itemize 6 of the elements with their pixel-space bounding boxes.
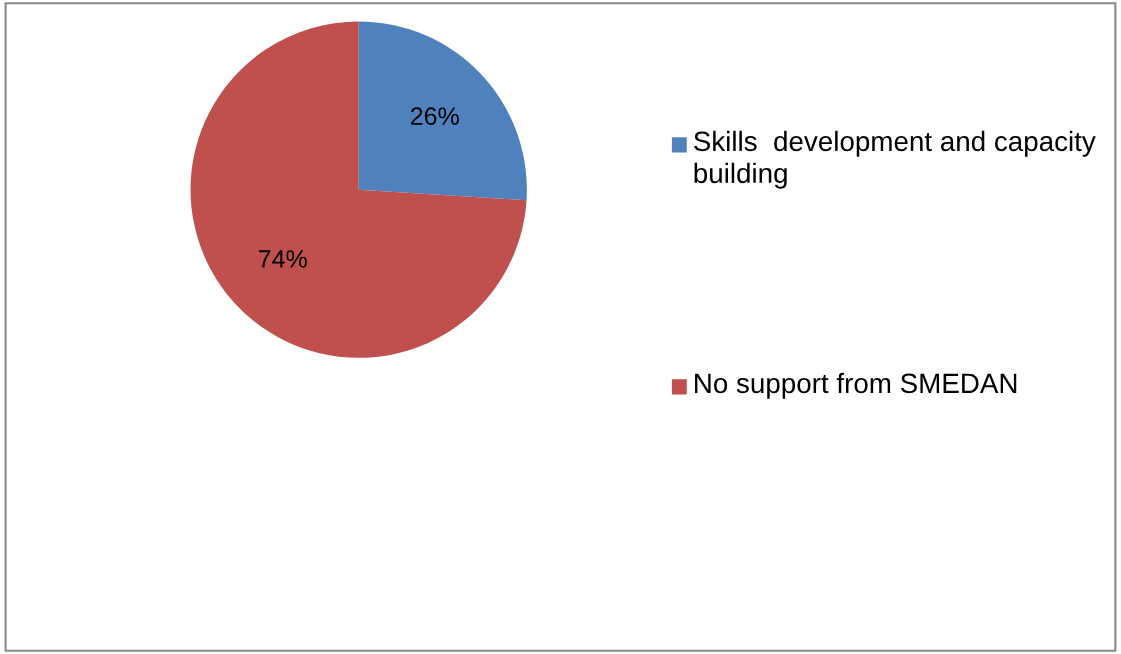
data-label: 74% [258,250,307,268]
legend-label: Skills development and capacity building [694,130,1096,189]
pie-slice [358,21,527,201]
pie-slice [190,21,527,358]
data-label: 26% [410,107,459,125]
legend-label: No support from SMEDAN [695,372,1017,399]
